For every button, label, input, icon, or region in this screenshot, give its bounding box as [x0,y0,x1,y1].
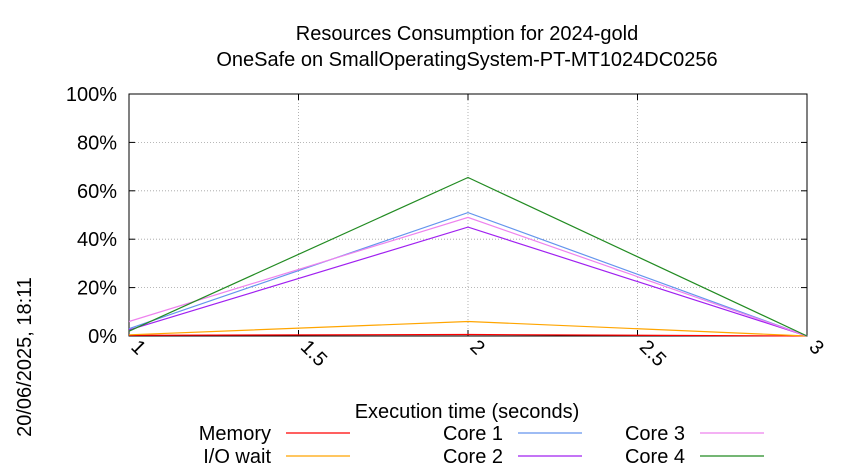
series-line-core-2 [128,226,808,337]
series-lines [128,176,808,337]
y-tick-label: 100% [66,84,117,106]
chart-subtitle: OneSafe on SmallOperatingSystem-PT-MT102… [216,49,717,71]
x-tick-label: 3 [804,336,827,359]
series-line-core-3 [128,216,808,337]
y-tick-label: 40% [77,229,117,251]
y-tick-label: 80% [77,132,117,154]
x-tick-label: 1 [126,336,149,359]
x-tick-label: 1.5 [296,336,331,371]
grid-lines [129,94,807,336]
legend-label-i-o-wait: I/O wait [203,446,271,468]
y-tick-label: 0% [88,326,117,348]
x-tick-labels: 1 1.5 2 2.5 3 [126,336,827,371]
legend-label-core-3: Core 3 [625,423,685,445]
legend-label-core-4: Core 4 [625,446,685,468]
series-line-core-4 [128,176,808,337]
x-tick-label: 2.5 [635,336,670,371]
side-timestamp: 20/06/2025, 18:11 [14,277,36,437]
chart-title: Resources Consumption for 2024-gold [296,23,638,45]
y-tick-labels: 0% 20% 40% 60% 80% 100% [66,84,117,348]
legend-label-core-1: Core 1 [443,423,503,445]
x-axis-label: Execution time (seconds) [355,401,580,423]
legend-label-core-2: Core 2 [443,446,503,468]
plot-border [128,93,808,337]
y-tick-label: 60% [77,181,117,203]
series-line-memory [128,333,808,337]
series-line-core-1 [128,211,808,337]
x-tick-label: 2 [465,336,488,359]
y-tick-label: 20% [77,278,117,300]
series-line-i-o-wait [128,320,808,337]
legend-label-memory: Memory [199,423,271,445]
